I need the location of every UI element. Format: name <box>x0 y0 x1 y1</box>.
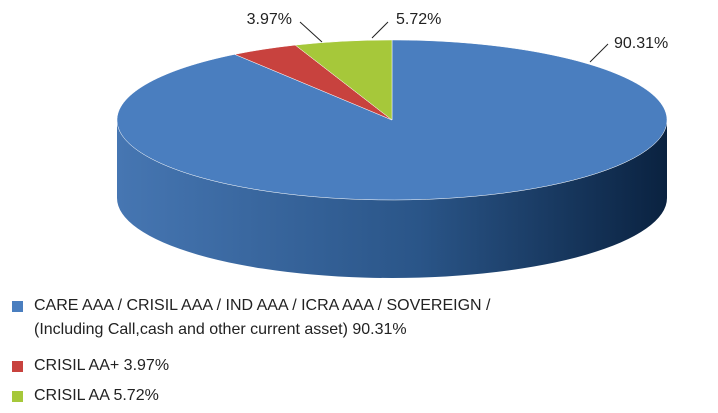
leader-line <box>589 43 609 63</box>
leader-line <box>371 21 389 39</box>
pie-slice <box>116 39 668 201</box>
legend-swatch <box>12 301 23 312</box>
pie-side <box>117 120 667 278</box>
pie-slice <box>294 39 393 121</box>
legend-label: CRISIL AA+ 3.97% <box>34 357 169 374</box>
data-label: 3.97% <box>247 11 292 28</box>
data-label: 90.31% <box>614 35 668 52</box>
leader-line <box>299 21 323 43</box>
legend-label: CRISIL AA 5.72% <box>34 387 159 404</box>
data-label: 5.72% <box>396 11 441 28</box>
legend-swatch <box>12 391 23 402</box>
legend-swatch <box>12 361 23 372</box>
legend-label: CARE AAA / CRISIL AAA / IND AAA / ICRA A… <box>34 297 491 338</box>
